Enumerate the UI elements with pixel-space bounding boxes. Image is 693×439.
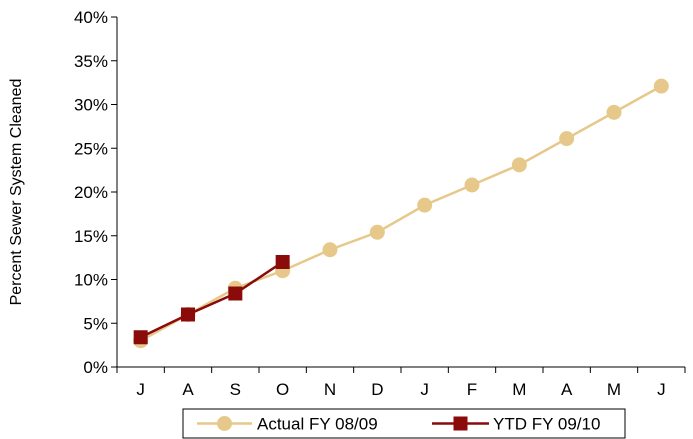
legend-marker-circle <box>217 416 232 431</box>
x-tick-label: D <box>371 380 383 399</box>
x-tick-label: A <box>182 380 194 399</box>
data-point-circle <box>653 78 669 94</box>
y-axis-label: Percent Sewer System Cleaned <box>8 79 25 306</box>
series-line <box>140 260 284 339</box>
data-point-circle <box>369 224 385 240</box>
y-axis-ticks: 0% 5% 10% 15% 20% 25% 30% 35% 40% <box>74 8 117 377</box>
legend: Actual FY 08/09 YTD FY 09/10 <box>182 408 626 439</box>
x-tick-label: F <box>467 380 477 399</box>
x-tick-label: J <box>136 380 145 399</box>
series-2 <box>133 255 290 345</box>
x-tick-label: M <box>512 380 526 399</box>
data-point-circle <box>606 104 622 120</box>
data-point-circle <box>559 131 575 147</box>
y-tick-label: 30% <box>74 96 108 115</box>
y-tick-label: 20% <box>74 183 108 202</box>
legend-box <box>182 408 626 439</box>
x-tick-label: N <box>324 380 336 399</box>
x-tick-label: O <box>276 380 289 399</box>
y-axis-title: Percent Sewer System Cleaned <box>8 79 25 306</box>
legend-label: YTD FY 09/10 <box>493 415 600 434</box>
data-point-circle <box>464 177 480 193</box>
series-line <box>140 85 662 342</box>
series-1 <box>133 78 669 349</box>
x-tick-label: A <box>561 380 573 399</box>
y-tick-label: 40% <box>74 8 108 27</box>
data-point-circle <box>417 197 433 213</box>
y-tick-label: 25% <box>74 139 108 158</box>
y-tick-label: 5% <box>83 314 108 333</box>
data-point-square <box>275 255 290 269</box>
legend-item: Actual FY 08/09 <box>197 415 378 434</box>
data-point-square <box>228 286 243 301</box>
x-tick-label: J <box>657 380 666 399</box>
legend-marker-square <box>453 416 468 431</box>
x-tick-label: S <box>230 380 241 399</box>
y-tick-label: 35% <box>74 52 108 71</box>
x-tick-label: M <box>607 380 621 399</box>
legend-label: Actual FY 08/09 <box>257 415 378 434</box>
data-point-square <box>133 330 148 345</box>
x-tick-label: J <box>420 380 429 399</box>
axes <box>116 17 685 368</box>
data-point-circle <box>322 242 338 258</box>
data-point-square <box>181 307 195 322</box>
series-layer <box>133 78 669 349</box>
y-tick-label: 0% <box>83 358 108 377</box>
legend-item: YTD FY 09/10 <box>432 415 600 434</box>
data-point-circle <box>511 157 527 173</box>
y-tick-label: 15% <box>74 227 108 246</box>
y-tick-label: 10% <box>74 271 108 290</box>
